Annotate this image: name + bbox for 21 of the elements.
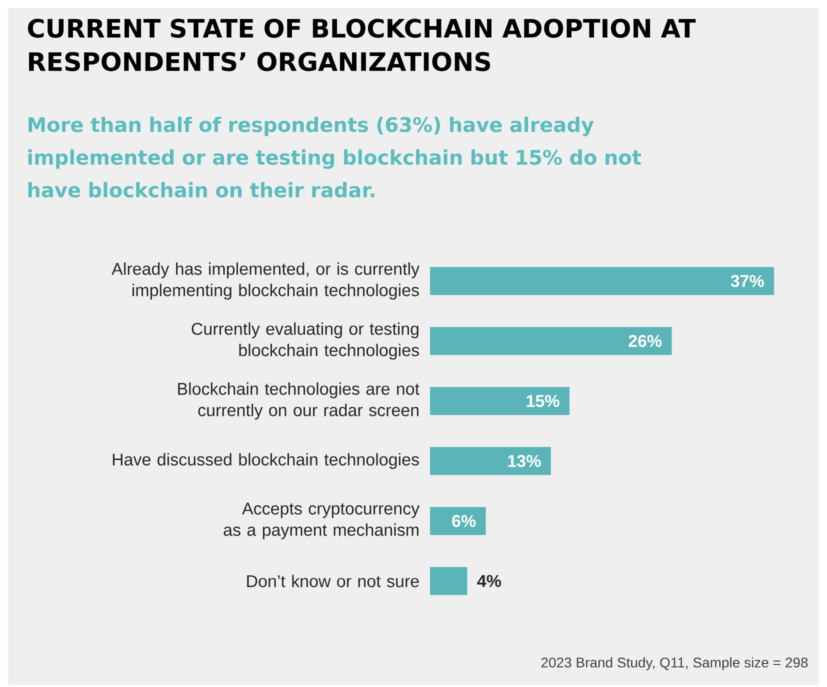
y-tick-label: Accepts cryptocurrency as a payment mechanism: [224, 502, 420, 540]
data-label: 15%: [526, 395, 560, 407]
y-tick-label: Already has implemented, or is currently implementing blockchain technologies: [112, 262, 420, 300]
y-tick-label: Don’t know or not sure: [247, 574, 419, 588]
bar: [430, 507, 486, 536]
data-label: 37%: [730, 274, 764, 288]
chart-title: CURRENT STATE OF BLOCKCHAIN ADOPTION AT RESPONDENTS’ ORGANIZATIONS: [28, 18, 696, 72]
text: 2023 Brand Study, Q11, Sample size = 298: [541, 657, 808, 670]
data-label: 4%: [477, 575, 502, 587]
data-label: 13%: [508, 454, 541, 468]
bar: [430, 447, 551, 476]
chart-subtitle: More than half of respondents (63%) have already implemented or are testing blockchain but 15% do not have blockchain on their radar.: [28, 116, 641, 198]
bar: [430, 327, 672, 356]
data-label: 6%: [452, 514, 476, 528]
y-tick-label: Have discussed blockchain technologies: [112, 453, 419, 469]
y-tick-label: Blockchain technologies are not currently on our radar screen: [178, 382, 420, 420]
bar: [430, 387, 570, 416]
bar: [430, 267, 774, 296]
bar: [430, 567, 468, 596]
y-tick-label: Currently evaluating or testing blockchain technologies: [192, 322, 419, 360]
data-label: 26%: [628, 334, 662, 348]
